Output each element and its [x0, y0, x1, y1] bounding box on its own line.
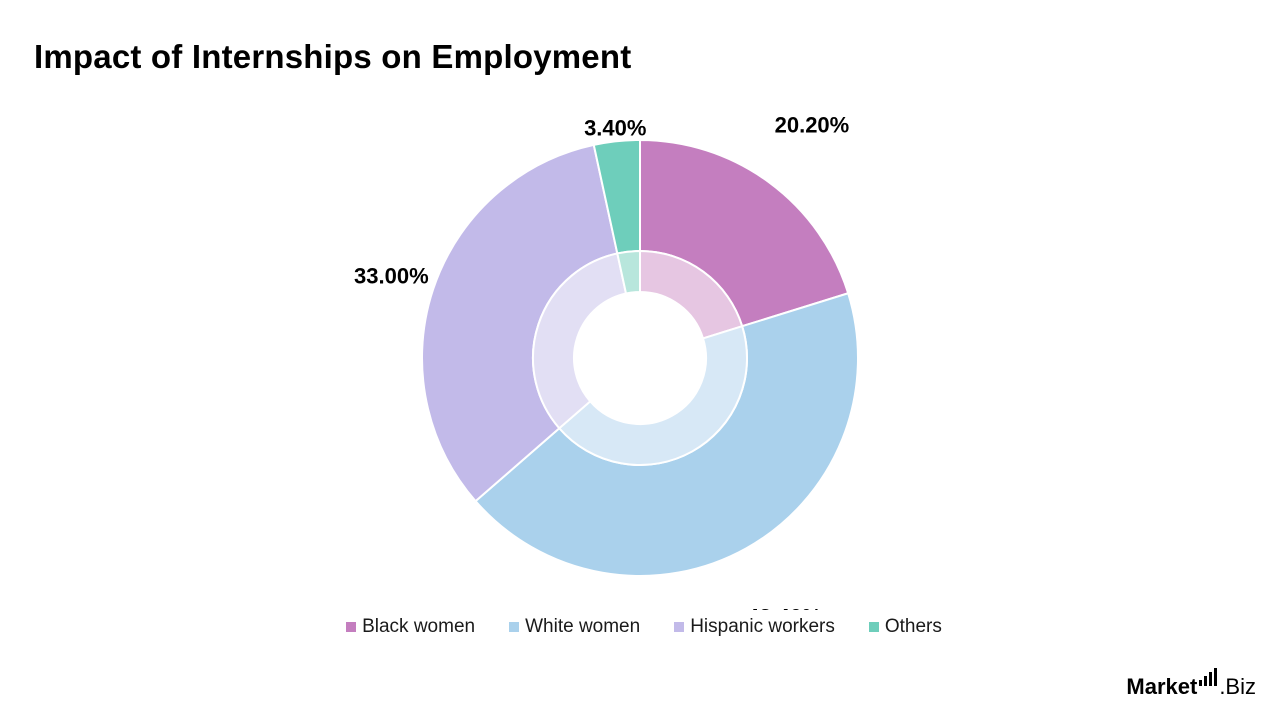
bar-chart-icon — [1199, 668, 1218, 686]
data-label-black-women: 20.20% — [775, 112, 850, 137]
donut-chart: 20.20% 43.40% 33.00% 3.40% — [354, 112, 859, 610]
outer-ring — [421, 138, 859, 577]
chart-title: Impact of Internships on Employment — [34, 38, 632, 75]
legend-label: Hispanic workers — [690, 616, 835, 637]
inner-slice-white-women — [557, 324, 748, 466]
inner-slice-hispanic-workers — [532, 252, 628, 430]
data-label-others: 3.40% — [584, 115, 646, 140]
inner-ring — [532, 249, 748, 466]
legend-swatch — [509, 622, 520, 632]
brand-name: Market — [1126, 674, 1198, 699]
legend-swatch — [346, 622, 357, 632]
brand-logo: Market .Biz — [1126, 668, 1256, 700]
legend-item-white-women: White women — [509, 616, 640, 638]
brand-tld: .Biz — [1219, 674, 1256, 699]
legend-label: White women — [525, 616, 641, 637]
chart-legend: Black women White women Hispanic workers Ot… — [0, 616, 1280, 638]
legend-swatch — [868, 622, 879, 632]
legend-item-others: Others — [868, 616, 942, 638]
data-label-white-women: 43.40% — [747, 604, 822, 610]
data-label-hispanic-workers: 33.00% — [354, 263, 429, 288]
legend-label: Black women — [362, 616, 476, 637]
legend-item-black-women: Black women — [346, 616, 475, 638]
legend-label: Others — [884, 616, 942, 637]
legend-item-hispanic-workers: Hispanic workers — [674, 616, 835, 638]
legend-swatch — [674, 622, 685, 632]
inner-slice-others — [616, 249, 641, 295]
data-labels: 20.20% 43.40% 33.00% 3.40% — [354, 112, 849, 610]
